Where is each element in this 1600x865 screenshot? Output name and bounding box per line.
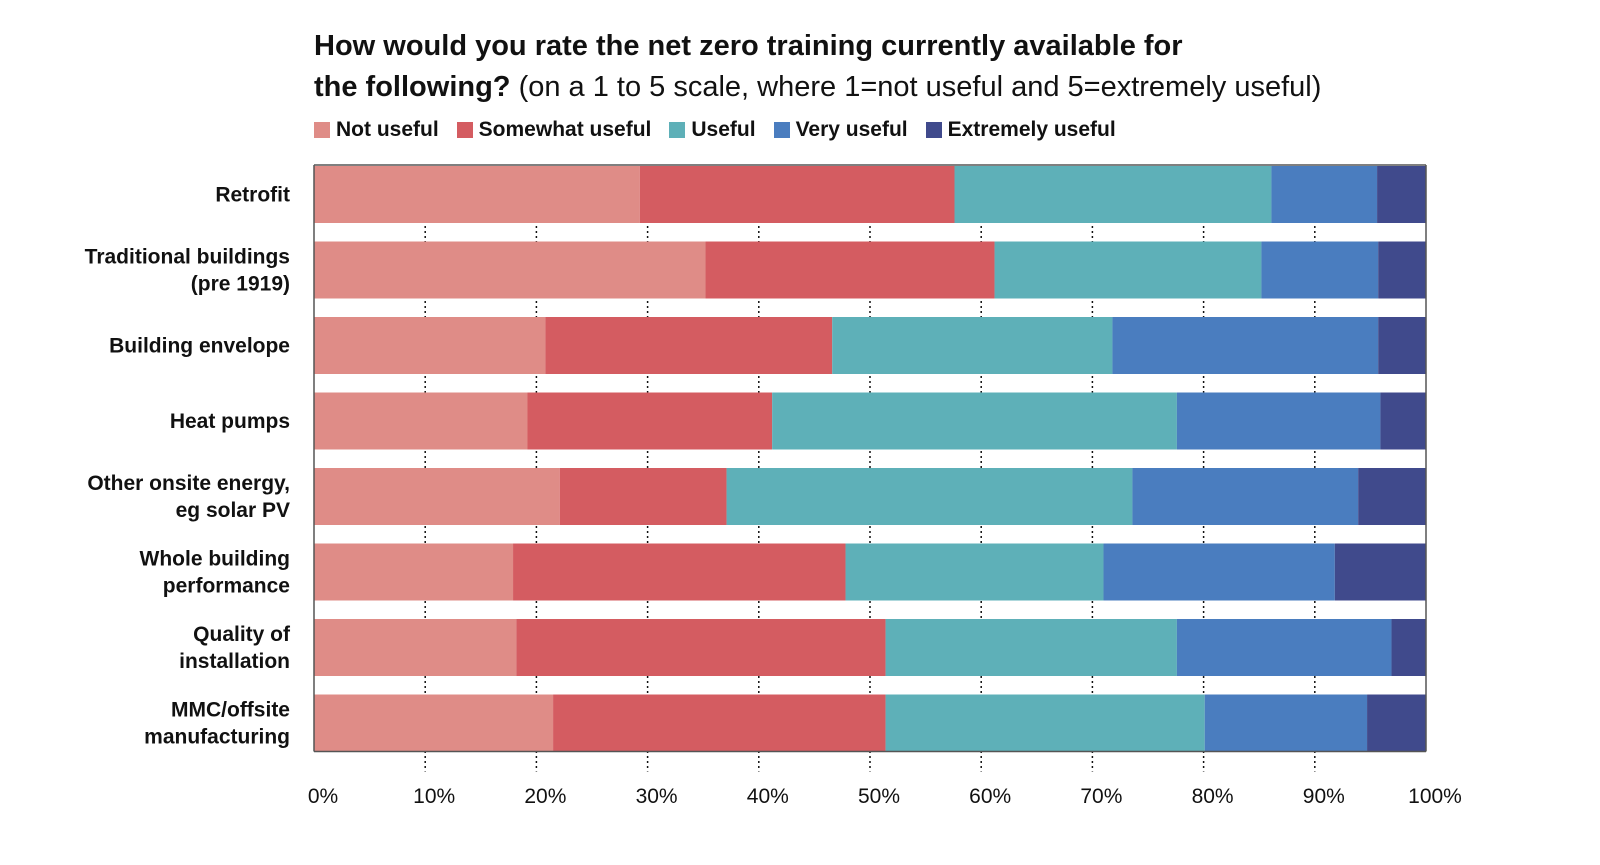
category-label: eg solar PV <box>176 499 290 522</box>
legend-label: Somewhat useful <box>478 118 652 141</box>
legend-swatch <box>925 122 942 138</box>
bar-segment-somewhat-useful <box>559 468 727 525</box>
bar-segment-extremely-useful <box>1358 468 1426 525</box>
legend-label: Useful <box>691 118 756 141</box>
x-tick-label: 60% <box>969 785 1011 808</box>
category-label: performance <box>163 575 290 598</box>
category-label: Retrofit <box>215 184 290 207</box>
subtitle: (on a 1 to 5 scale, where 1=not useful a… <box>518 71 1322 103</box>
title-line1: How would you rate the net zero training… <box>314 30 1183 62</box>
bar-segment-useful <box>772 392 1177 450</box>
x-tick-label: 10% <box>413 785 455 808</box>
bar-segment-extremely-useful <box>1378 317 1426 374</box>
category-label: MMC/offsite <box>171 699 290 722</box>
legend-item: Extremely useful <box>925 118 1116 142</box>
bar-segment-not-useful <box>314 166 640 223</box>
bar-segment-somewhat-useful <box>513 543 846 601</box>
bar-segment-not-useful <box>314 468 560 525</box>
bar-segment-somewhat-useful <box>553 694 886 752</box>
chart-title: How would you rate the net zero training… <box>314 26 1321 108</box>
bar-segment-not-useful <box>314 619 517 676</box>
bar-segment-extremely-useful <box>1334 543 1426 601</box>
category-label: Whole building <box>140 548 290 571</box>
category-label: Other onsite energy, <box>87 472 290 495</box>
x-tick-label: 80% <box>1192 785 1234 808</box>
legend-item: Somewhat useful <box>456 118 652 142</box>
bar-segment-very-useful <box>1271 166 1378 223</box>
x-tick-label: 20% <box>524 785 566 808</box>
bar-segment-useful <box>832 317 1113 374</box>
bar-segment-extremely-useful <box>1367 694 1426 752</box>
x-tick-label: 100% <box>1408 785 1462 808</box>
legend-item: Very useful <box>773 118 908 142</box>
bar-segment-very-useful <box>1176 619 1392 676</box>
bar-segment-very-useful <box>1204 694 1368 752</box>
x-tick-label: 70% <box>1080 785 1122 808</box>
bar-segment-very-useful <box>1103 543 1335 601</box>
bar-segment-useful <box>845 543 1104 601</box>
bar-segment-not-useful <box>314 694 554 752</box>
bar-segment-useful <box>885 619 1177 676</box>
legend-label: Extremely useful <box>947 118 1116 141</box>
x-tick-label: 0% <box>308 785 338 808</box>
category-label: installation <box>179 650 290 673</box>
category-label: Quality of <box>193 623 291 646</box>
bar-segment-extremely-useful <box>1378 241 1426 299</box>
bar-segment-not-useful <box>314 241 706 299</box>
bar-segment-not-useful <box>314 392 528 450</box>
x-tick-label: 40% <box>747 785 789 808</box>
bar-segment-very-useful <box>1112 317 1379 374</box>
bar-segment-useful <box>954 166 1272 223</box>
legend-swatch <box>314 122 330 138</box>
category-label: (pre 1919) <box>191 273 290 296</box>
bar-segment-not-useful <box>314 317 546 374</box>
legend-swatch <box>456 122 473 138</box>
legend-label: Very useful <box>795 118 908 141</box>
bar-segment-useful <box>994 241 1262 299</box>
x-tick-label: 90% <box>1303 785 1345 808</box>
legend-item: Useful <box>669 118 756 142</box>
bar-segment-not-useful <box>314 543 514 601</box>
legend-label: Not useful <box>336 118 439 141</box>
legend-swatch <box>773 122 790 138</box>
bar-segment-somewhat-useful <box>545 317 833 374</box>
bar-segment-extremely-useful <box>1377 166 1426 223</box>
category-label: manufacturing <box>144 726 290 749</box>
bar-segment-very-useful <box>1176 392 1381 450</box>
legend-item: Not useful <box>314 118 439 142</box>
bar-segment-extremely-useful <box>1380 392 1426 450</box>
x-tick-label: 30% <box>636 785 678 808</box>
legend: Not useful Somewhat useful Useful Very usef… <box>314 118 1116 142</box>
bar-segment-somewhat-useful <box>639 166 955 223</box>
bar-segment-extremely-useful <box>1391 619 1426 676</box>
x-tick-label: 50% <box>858 785 900 808</box>
bar-segment-somewhat-useful <box>516 619 886 676</box>
bar-segment-very-useful <box>1261 241 1379 299</box>
bar-segment-useful <box>726 468 1133 525</box>
category-label: Building envelope <box>109 335 290 358</box>
bar-segment-somewhat-useful <box>527 392 773 450</box>
bar-segment-very-useful <box>1132 468 1359 525</box>
category-label: Heat pumps <box>170 410 290 433</box>
title-line2: the following? <box>314 71 511 103</box>
legend-swatch <box>669 122 686 138</box>
bar-segment-somewhat-useful <box>705 241 995 299</box>
category-label: Traditional buildings <box>85 246 290 269</box>
bar-segment-useful <box>885 694 1205 752</box>
